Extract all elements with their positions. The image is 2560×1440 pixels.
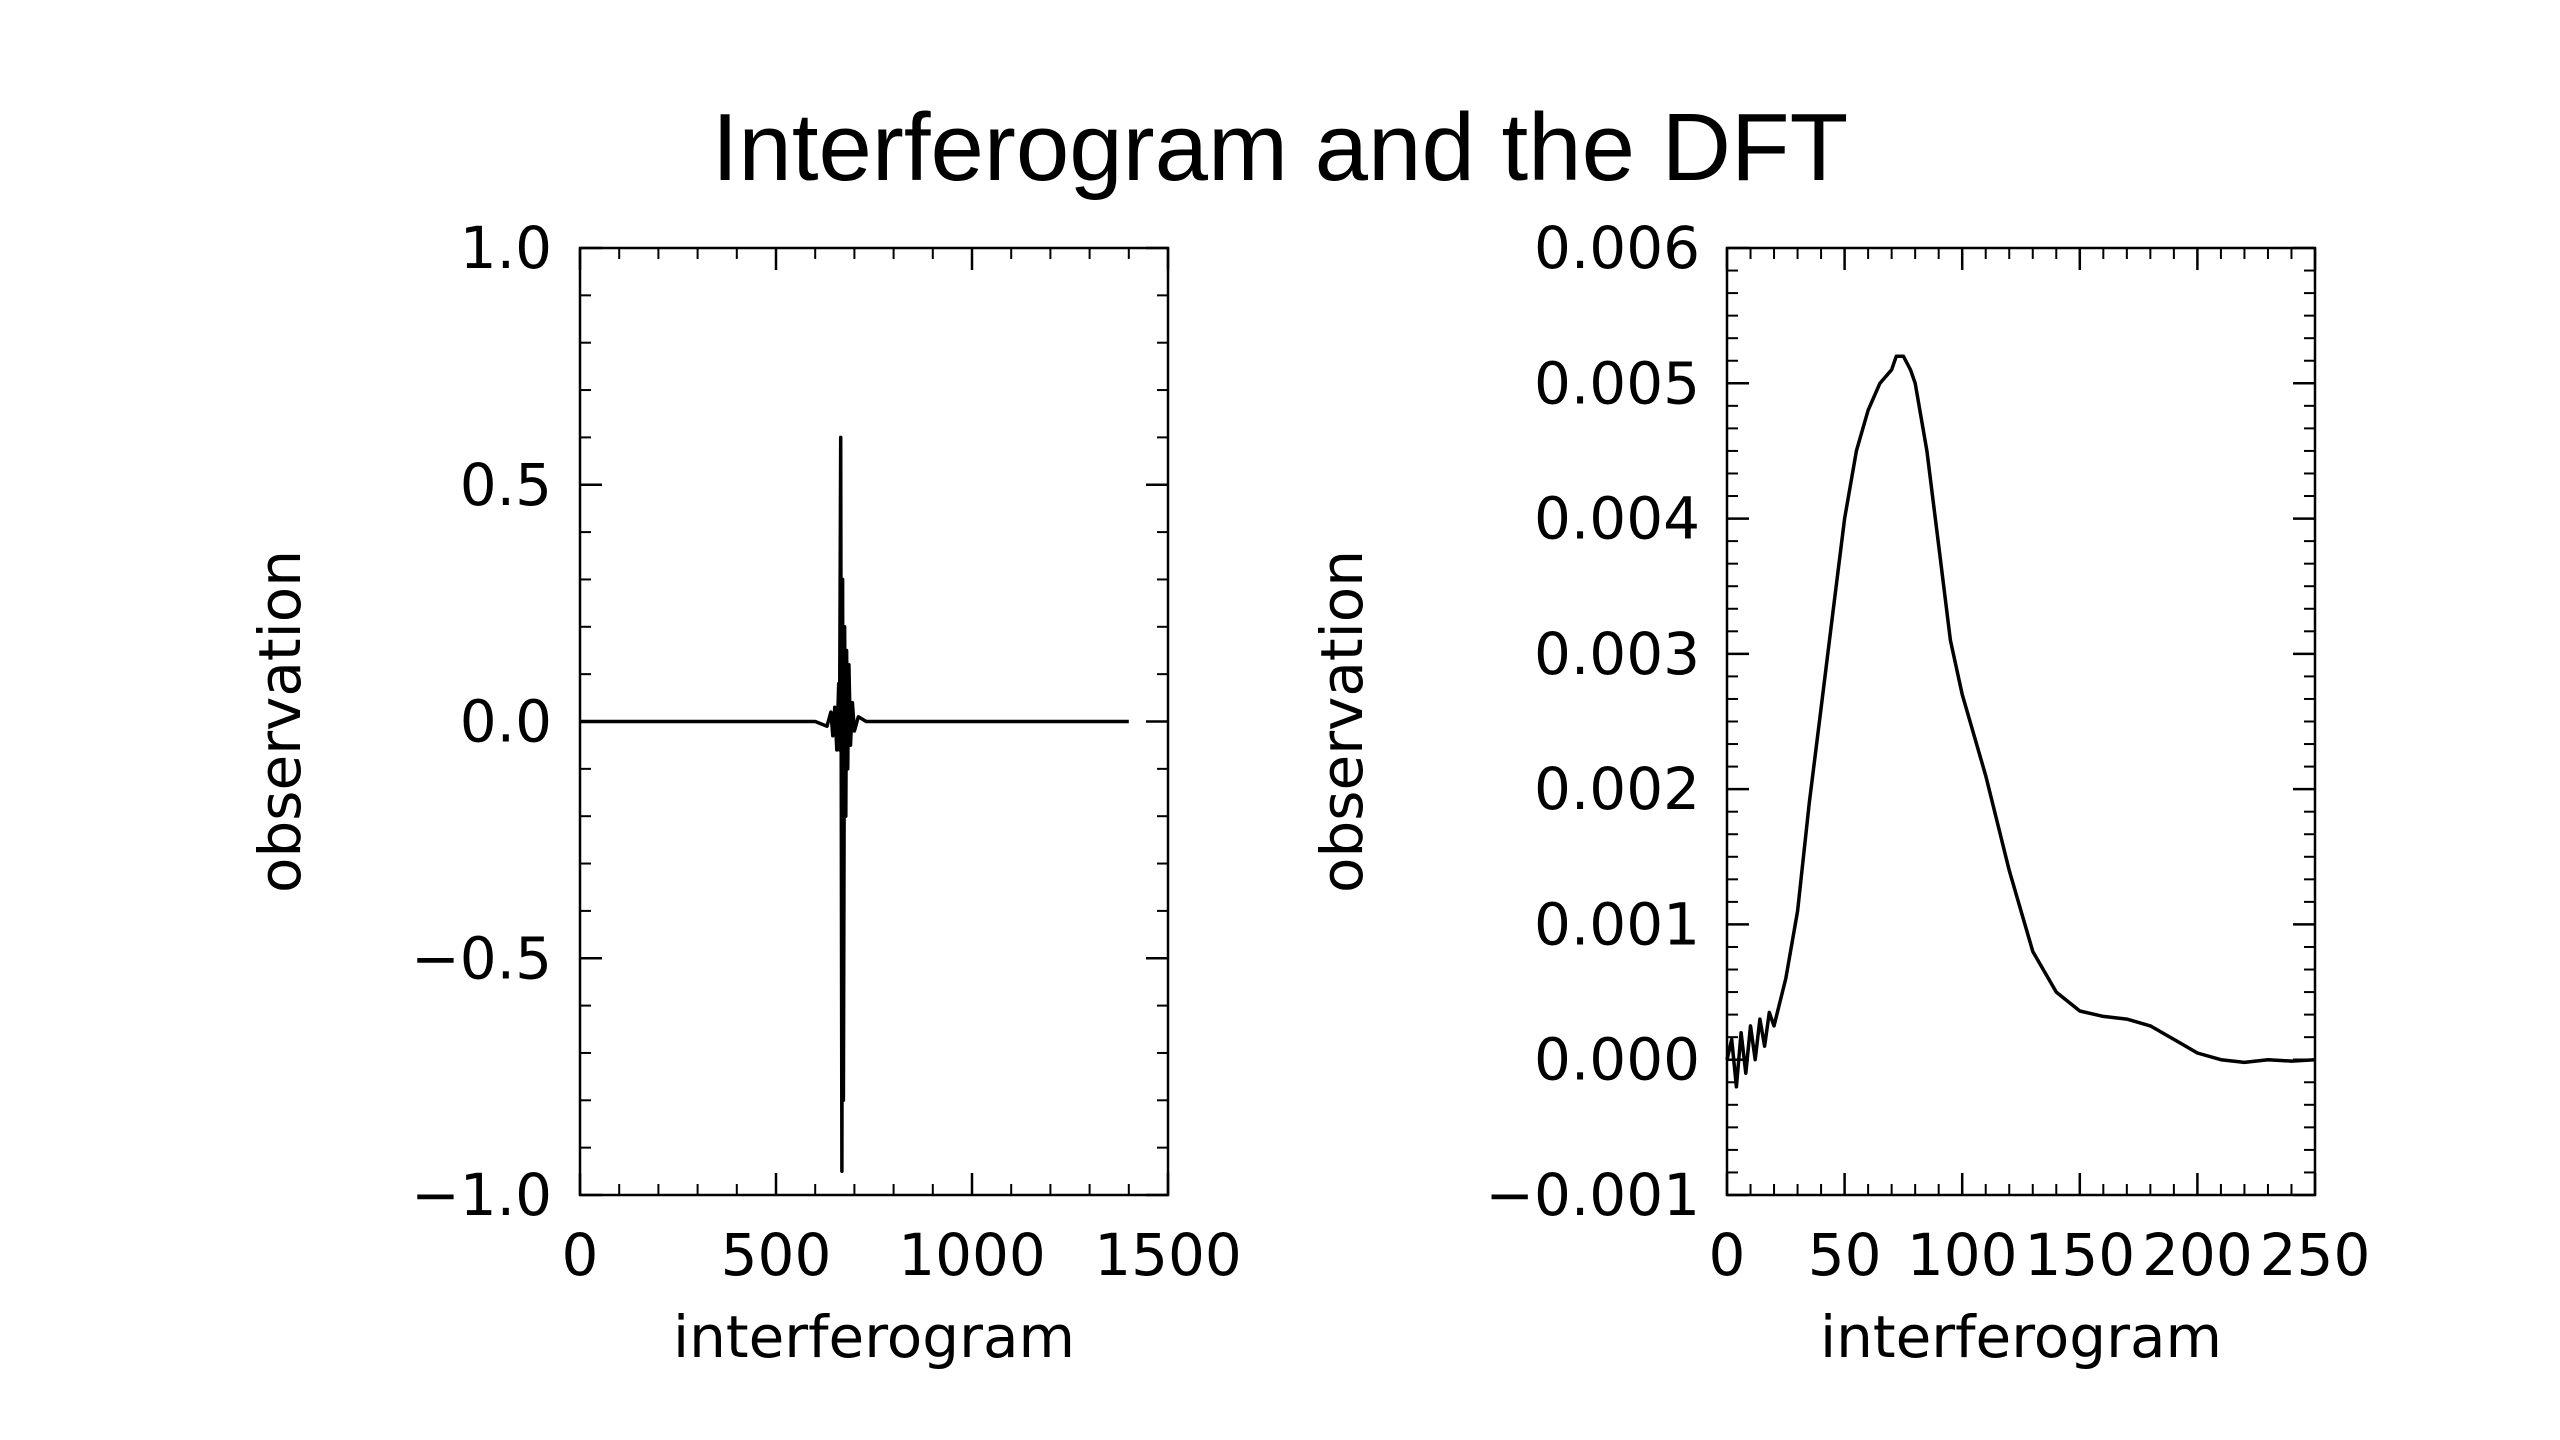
dft-chart: 0 50 100 150 200 250 −0.001 0.000 0.001 0.002 0.00… xyxy=(1308,214,2370,1371)
interferogram-y-tick-label: 0.5 xyxy=(460,451,552,519)
dft-x-tick-label: 150 xyxy=(2024,1221,2135,1289)
interferogram-y-tick-label: 1.0 xyxy=(460,214,552,282)
interferogram-x-tick-label: 500 xyxy=(721,1221,832,1289)
dft-y-tick-label: 0.002 xyxy=(1534,755,1700,823)
dft-x-tick-label: 0 xyxy=(1709,1221,1746,1289)
slide-title: Interferogram and the DFT xyxy=(711,94,1849,201)
interferogram-x-axis-label: interferogram xyxy=(673,1303,1075,1371)
dft-series-line xyxy=(1725,354,2316,1089)
interferogram-chart: 0 500 1000 1500 −1.0 −0.5 0.0 0.5 1.0 interferogr… xyxy=(246,214,1242,1371)
dft-y-tick-label: 0.001 xyxy=(1534,890,1700,958)
dft-y-tick-label: 0.005 xyxy=(1534,349,1700,417)
interferogram-series-line xyxy=(580,435,1129,1174)
interferogram-y-tick-label: 0.0 xyxy=(460,688,552,756)
interferogram-y-tick-label: −1.0 xyxy=(411,1161,552,1229)
dft-y-tick-label: 0.006 xyxy=(1534,214,1700,282)
interferogram-y-axis-label: observation xyxy=(246,550,314,893)
dft-y-tick-label: −0.001 xyxy=(1485,1161,1700,1229)
interferogram-x-tick-label: 0 xyxy=(562,1221,599,1289)
dft-x-tick-label: 100 xyxy=(1907,1221,2018,1289)
interferogram-x-tick-label: 1000 xyxy=(898,1221,1046,1289)
interferogram-y-tick-label: −0.5 xyxy=(411,924,552,992)
dft-y-tick-label: 0.004 xyxy=(1534,485,1700,553)
dft-y-tick-label: 0.000 xyxy=(1534,1026,1700,1094)
dft-x-axis-label: interferogram xyxy=(1820,1303,2222,1371)
dft-x-tick-label: 200 xyxy=(2142,1221,2253,1289)
dft-y-axis-label: observation xyxy=(1308,550,1376,893)
dft-x-tick-label: 50 xyxy=(1808,1221,1882,1289)
interferogram-x-tick-label: 1500 xyxy=(1094,1221,1242,1289)
dft-plot-frame xyxy=(1725,246,2317,1197)
dft-x-tick-label: 250 xyxy=(2260,1221,2371,1289)
dft-y-tick-label: 0.003 xyxy=(1534,620,1700,688)
